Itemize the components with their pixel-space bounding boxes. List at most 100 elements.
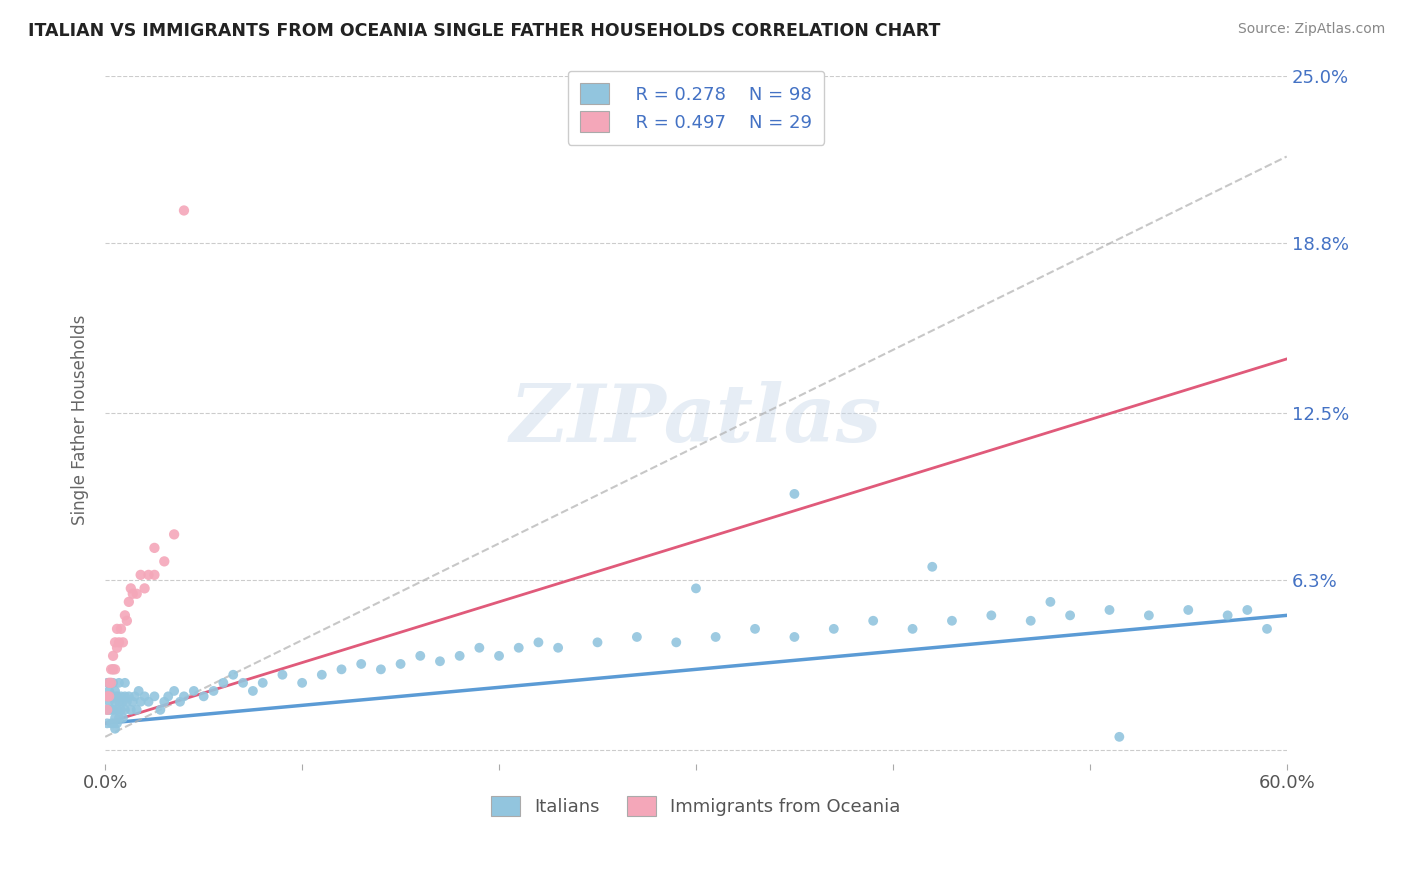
Point [665,635,688,649]
Point [118,595,141,609]
Point [96,703,118,717]
Text: ITALIAN VS IMMIGRANTS FROM OCEANIA SINGLE FATHER HOUSEHOLDS CORRELATION CHART: ITALIAN VS IMMIGRANTS FROM OCEANIA SINGL… [28,22,941,40]
Text: Source: ZipAtlas.com: Source: ZipAtlas.com [1237,22,1385,37]
Point [111,635,134,649]
Point [100,662,122,676]
Point [104,635,127,649]
Legend: Italians, Immigrants from Oceania: Italians, Immigrants from Oceania [484,789,908,823]
Point [96,676,118,690]
Point [120,703,142,717]
Point [110,622,132,636]
Text: ZIPatlas: ZIPatlas [510,381,882,458]
Point [508,640,530,655]
Point [586,635,609,649]
Point [980,608,1002,623]
Point [1108,730,1130,744]
Point [96,716,118,731]
Point [114,703,136,717]
Point [98,676,121,690]
Point [389,657,412,671]
Point [921,559,943,574]
Point [124,690,146,704]
Point [121,695,143,709]
Point [169,695,191,709]
Point [115,695,138,709]
Point [232,676,254,690]
Point [1019,614,1042,628]
Point [114,690,136,704]
Point [370,662,392,676]
Point [111,695,134,709]
Point [96,703,118,717]
Point [163,684,186,698]
Point [98,684,121,698]
Point [105,690,128,704]
Point [101,676,124,690]
Point [105,703,128,717]
Point [193,690,215,704]
Point [138,695,160,709]
Point [138,567,160,582]
Point [108,711,131,725]
Point [547,640,569,655]
Point [153,554,176,568]
Point [143,690,166,704]
Point [1098,603,1121,617]
Point [1216,608,1239,623]
Point [291,676,314,690]
Point [783,487,806,501]
Point [101,648,124,663]
Point [409,648,432,663]
Point [105,640,128,655]
Point [108,676,131,690]
Point [685,582,707,596]
Point [104,711,127,725]
Point [115,614,138,628]
Point [330,662,353,676]
Point [125,703,148,717]
Point [901,622,924,636]
Point [252,676,274,690]
Point [101,716,124,731]
Point [173,690,195,704]
Point [108,695,131,709]
Point [1236,603,1258,617]
Point [129,567,152,582]
Point [101,690,124,704]
Point [125,587,148,601]
Point [98,703,121,717]
Point [105,716,128,731]
Point [744,622,766,636]
Point [202,684,225,698]
Point [100,690,122,704]
Point [222,667,245,681]
Point [114,608,136,623]
Point [153,695,176,709]
Point [134,582,156,596]
Point [183,684,205,698]
Point [1137,608,1160,623]
Point [271,667,294,681]
Point [110,690,132,704]
Point [941,614,963,628]
Point [121,587,143,601]
Point [149,703,172,717]
Point [96,690,118,704]
Point [108,635,131,649]
Point [1177,603,1199,617]
Point [1039,595,1062,609]
Point [118,690,141,704]
Point [704,630,727,644]
Point [134,690,156,704]
Point [104,722,127,736]
Point [110,703,132,717]
Y-axis label: Single Father Households: Single Father Households [72,315,89,524]
Point [143,541,166,555]
Point [143,567,166,582]
Point [1256,622,1278,636]
Point [212,676,235,690]
Point [101,662,124,676]
Point [173,203,195,218]
Point [157,690,180,704]
Point [100,676,122,690]
